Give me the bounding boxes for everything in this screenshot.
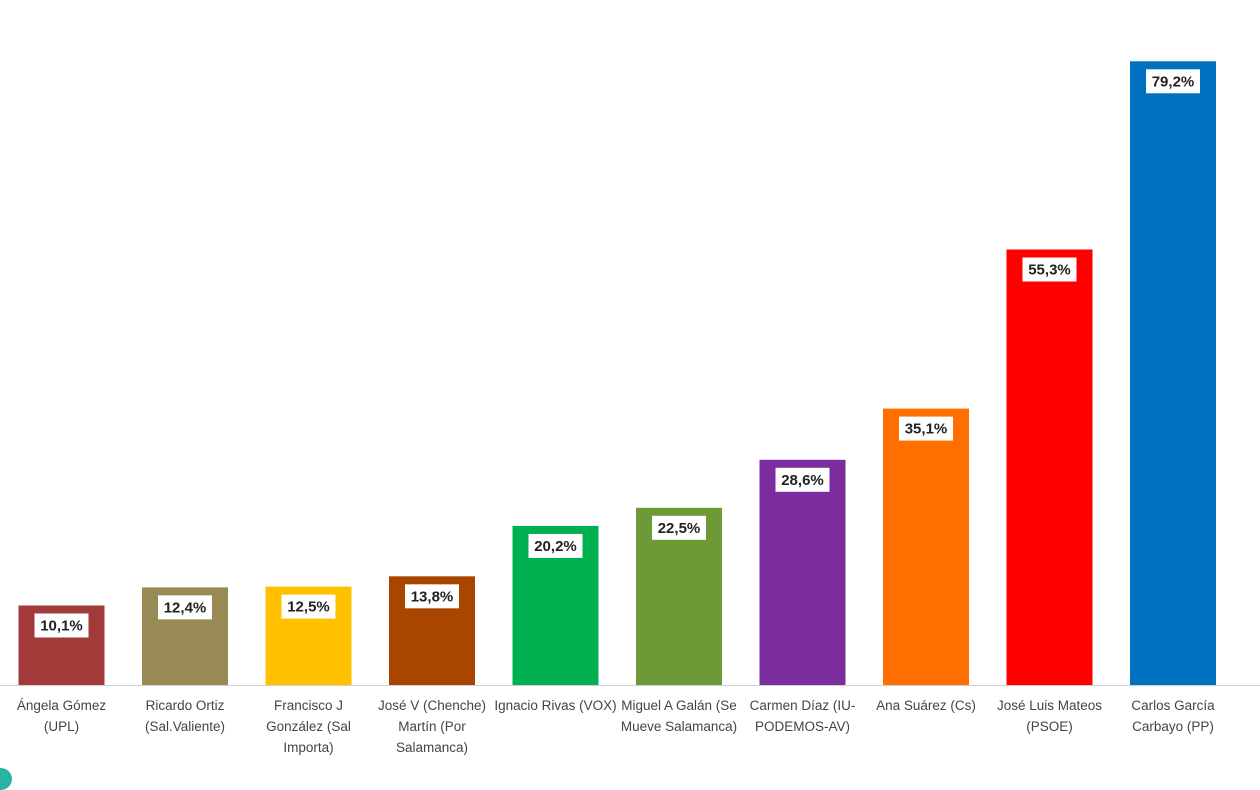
data-label-8: 35,1% bbox=[899, 416, 953, 441]
category-label-6: Miguel A Galán (Se Mueve Salamanca) bbox=[620, 698, 738, 734]
data-label-text: 79,2% bbox=[1152, 73, 1195, 90]
data-label-6: 22,5% bbox=[652, 515, 706, 540]
category-label-10: Carlos García Carbayo (PP) bbox=[1131, 698, 1215, 734]
data-label-3: 12,5% bbox=[281, 594, 336, 619]
data-label-10: 79,2% bbox=[1146, 69, 1200, 94]
data-label-text: 10,1% bbox=[40, 617, 83, 634]
data-label-box bbox=[1146, 69, 1200, 94]
data-label-5: 20,2% bbox=[528, 533, 583, 558]
category-label-4: José V (Chenche) Martín (Por Salamanca) bbox=[377, 698, 487, 755]
data-label-2: 12,4% bbox=[158, 595, 212, 620]
data-label-4: 13,8% bbox=[405, 584, 459, 609]
category-label-9: José Luis Mateos (PSOE) bbox=[996, 698, 1103, 734]
data-label-text: 28,6% bbox=[781, 472, 824, 489]
category-label-1: Ángela Gómez (UPL) bbox=[16, 698, 107, 734]
data-label-text: 12,5% bbox=[287, 599, 330, 616]
data-label-text: 12,4% bbox=[164, 599, 207, 616]
data-label-text: 20,2% bbox=[534, 538, 577, 555]
bar-9 bbox=[1006, 249, 1093, 685]
category-label-3: Francisco J González (Sal Importa) bbox=[266, 698, 351, 755]
bar-8 bbox=[883, 408, 969, 685]
data-label-9: 55,3% bbox=[1022, 257, 1077, 282]
data-label-box bbox=[775, 467, 830, 492]
data-label-box bbox=[405, 584, 459, 609]
data-label-text: 55,3% bbox=[1028, 262, 1071, 279]
data-label-box bbox=[528, 533, 583, 558]
data-label-box bbox=[899, 416, 953, 441]
data-label-box bbox=[158, 595, 212, 620]
data-label-text: 13,8% bbox=[411, 588, 454, 605]
data-label-text: 22,5% bbox=[658, 520, 701, 537]
data-label-box bbox=[652, 515, 706, 540]
category-label-8: Ana Suárez (Cs) bbox=[876, 698, 976, 713]
data-label-box bbox=[1022, 257, 1077, 282]
category-label-7: Carmen Díaz (IU-PODEMOS-AV) bbox=[749, 698, 856, 734]
category-label-5: Ignacio Rivas (VOX) bbox=[494, 698, 617, 713]
data-label-7: 28,6% bbox=[775, 467, 830, 492]
bar-10 bbox=[1130, 61, 1216, 686]
category-label-2: Ricardo Ortiz (Sal.Valiente) bbox=[144, 698, 226, 734]
data-label-box bbox=[34, 613, 89, 638]
bar-7 bbox=[759, 459, 846, 685]
data-label-text: 35,1% bbox=[905, 421, 948, 438]
data-label-box bbox=[281, 594, 336, 619]
data-label-1: 10,1% bbox=[34, 613, 89, 638]
